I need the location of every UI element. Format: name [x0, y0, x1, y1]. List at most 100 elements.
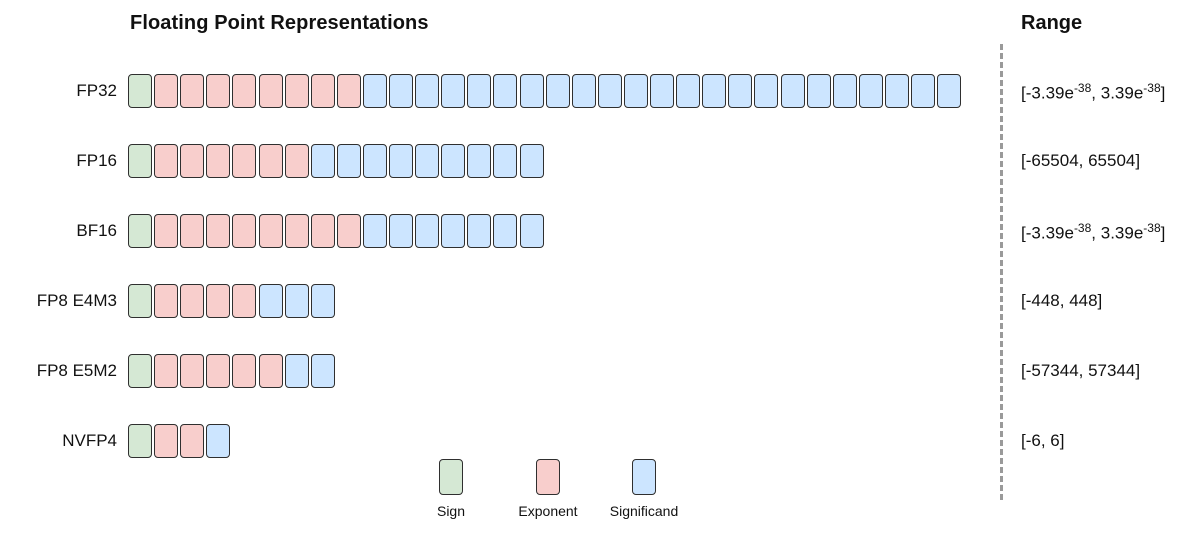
exponent-bit	[206, 354, 231, 388]
exponent-bit	[284, 74, 309, 108]
format-row: FP16	[0, 144, 1000, 180]
range-separator: ,	[1091, 83, 1101, 103]
exponent-bit	[154, 214, 179, 248]
exponent-bit	[180, 214, 205, 248]
significand-bit	[284, 284, 309, 318]
diagram-title: Floating Point Representations	[130, 12, 429, 34]
range-max-exponent: -38	[1143, 221, 1161, 235]
significand-bit	[493, 214, 518, 248]
exponent-bit	[232, 354, 257, 388]
sign-bit	[128, 214, 152, 248]
format-label: FP8 E4M3	[36, 291, 117, 310]
significand-bit	[519, 144, 544, 178]
significand-bit	[754, 74, 779, 108]
exponent-bit	[154, 144, 179, 178]
significand-bit	[336, 144, 361, 178]
significand-bit	[493, 144, 518, 178]
significand-bit	[519, 74, 544, 108]
range-min-mantissa: -3.39e	[1025, 223, 1074, 243]
significand-bit	[415, 214, 440, 248]
exponent-bit	[206, 144, 231, 178]
exponent-swatch	[536, 459, 560, 495]
significand-bit	[467, 214, 492, 248]
significand-bit	[415, 144, 440, 178]
exponent-bit	[310, 214, 335, 248]
exponent-bit	[336, 214, 361, 248]
significand-bit	[884, 74, 909, 108]
exponent-bit	[284, 214, 309, 248]
significand-bit	[728, 74, 753, 108]
range-value: [-57344, 57344]	[1021, 361, 1141, 380]
significand-bit	[467, 74, 492, 108]
format-row: FP8 E4M3	[0, 284, 1000, 320]
significand-bit	[806, 74, 831, 108]
significand-bit	[415, 74, 440, 108]
significand-bit	[467, 144, 492, 178]
range-divider	[1000, 44, 1003, 500]
sign-bit	[128, 424, 152, 458]
significand-bit	[389, 144, 413, 178]
sign-bit	[128, 284, 152, 318]
significand-bit	[650, 74, 674, 108]
exponent-bit	[154, 74, 179, 108]
range-max-mantissa: 3.39e	[1100, 83, 1144, 103]
exponent-bit	[232, 74, 257, 108]
significand-bit	[676, 74, 701, 108]
significand-bit	[362, 144, 387, 178]
range-open-bracket: [	[1021, 83, 1026, 103]
sign-swatch	[439, 459, 463, 495]
legend-label: Exponent	[518, 503, 578, 519]
exponent-bit	[284, 144, 309, 178]
exponent-bit	[258, 354, 283, 388]
exponent-bit	[154, 424, 179, 458]
format-row: FP32	[0, 74, 1000, 110]
format-label: NVFP4	[62, 431, 117, 450]
exponent-bit	[180, 424, 205, 458]
significand-bit	[623, 74, 648, 108]
format-label: FP32	[76, 81, 117, 100]
range-min-exponent: -38	[1073, 221, 1092, 235]
exponent-bit	[206, 214, 231, 248]
significand-bit	[310, 354, 335, 388]
significand-bit	[937, 74, 962, 108]
significand-bit	[702, 74, 727, 108]
significand-bit	[206, 424, 231, 458]
range-min-exponent: -38	[1073, 81, 1092, 95]
significand-bit	[911, 74, 935, 108]
format-label: FP16	[76, 151, 117, 170]
exponent-bit	[154, 284, 179, 318]
significand-bit	[545, 74, 570, 108]
significand-bit	[389, 74, 413, 108]
significand-bit	[493, 74, 518, 108]
sign-bit	[128, 354, 152, 388]
exponent-bit	[154, 354, 179, 388]
significand-bit	[310, 144, 335, 178]
format-label: BF16	[76, 221, 117, 240]
format-row: FP8 E5M2	[0, 354, 1000, 390]
exponent-bit	[258, 74, 283, 108]
significand-bit	[780, 74, 805, 108]
format-row: BF16	[0, 214, 1000, 250]
range-value: [-6, 6]	[1021, 431, 1065, 450]
significand-bit	[441, 74, 466, 108]
format-row: NVFP4	[0, 424, 1000, 460]
exponent-bit	[180, 74, 205, 108]
significand-bit	[258, 284, 283, 318]
significand-bit	[858, 74, 883, 108]
sign-bit	[128, 74, 152, 108]
exponent-bit	[258, 144, 283, 178]
legend-label: Sign	[436, 503, 466, 519]
significand-bit	[441, 144, 466, 178]
range-max-mantissa: 3.39e	[1100, 223, 1144, 243]
exponent-bit	[180, 144, 205, 178]
significand-bit	[310, 284, 335, 318]
sign-bit	[128, 144, 152, 178]
range-value: [-3.39e-38, 3.39e-38]	[1021, 81, 1165, 104]
exponent-bit	[232, 284, 257, 318]
significand-bit	[284, 354, 309, 388]
exponent-bit	[232, 144, 257, 178]
range-close-bracket: ]	[1160, 83, 1166, 103]
significand-bit	[832, 74, 857, 108]
exponent-bit	[180, 354, 205, 388]
range-close-bracket: ]	[1160, 223, 1166, 243]
